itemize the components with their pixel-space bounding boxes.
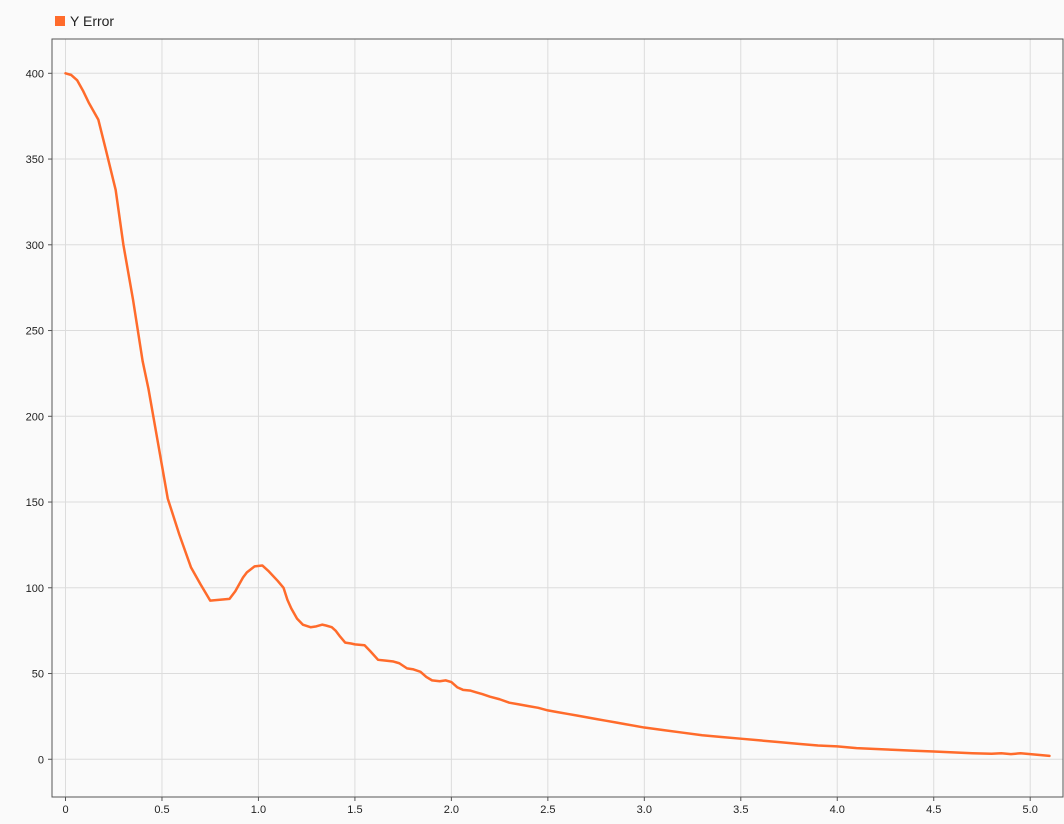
x-tick-label: 2.0 — [444, 804, 459, 816]
y-tick-label: 0 — [38, 754, 44, 766]
x-tick-label: 0.5 — [154, 804, 169, 816]
series-group — [64, 72, 1051, 758]
x-tick-label: 1.5 — [347, 804, 362, 816]
y-tick-label: 100 — [26, 583, 44, 595]
x-tick-label: 1.0 — [251, 804, 266, 816]
x-tick-label: 3.5 — [733, 804, 748, 816]
legend-swatch — [55, 16, 65, 26]
y-tick-label: 300 — [26, 240, 44, 252]
y-tick-label: 200 — [26, 411, 44, 423]
y-tick-label: 150 — [26, 497, 44, 509]
x-tick-label: 4.5 — [926, 804, 941, 816]
x-tick-label: 5.0 — [1023, 804, 1038, 816]
x-axis: 0 0.5 1.0 1.5 2.0 2.5 3.0 3.5 4.0 4.5 5.0 — [62, 797, 1038, 816]
y-axis: 0 50 100 150 200 250 300 350 400 — [26, 68, 52, 766]
legend: Y Error — [55, 13, 114, 29]
x-tick-label: 0 — [62, 804, 68, 816]
y-tick-label: 50 — [32, 669, 44, 681]
legend-label: Y Error — [70, 13, 115, 29]
x-tick-label: 4.0 — [830, 804, 845, 816]
plot-area — [51, 38, 1064, 798]
x-tick-label: 3.0 — [637, 804, 652, 816]
x-tick-label: 2.5 — [540, 804, 555, 816]
y-tick-label: 250 — [26, 326, 44, 338]
y-tick-label: 350 — [26, 154, 44, 166]
series-line — [64, 72, 1051, 758]
gridlines — [52, 39, 1063, 797]
y-tick-label: 400 — [26, 68, 44, 80]
